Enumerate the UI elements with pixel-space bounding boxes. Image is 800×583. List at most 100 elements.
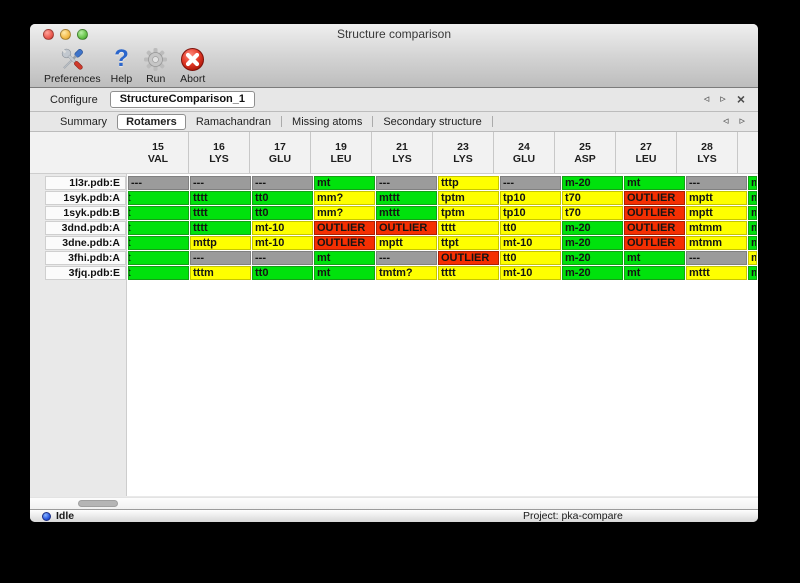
scrollbar-thumb[interactable] bbox=[78, 500, 118, 507]
table-cell[interactable]: tttt bbox=[438, 221, 499, 235]
table-cell[interactable]: tptm bbox=[438, 191, 499, 205]
table-cell[interactable]: --- bbox=[500, 176, 561, 190]
column-header[interactable]: 24 GLU bbox=[494, 132, 555, 173]
table-cell-partial[interactable]: m bbox=[748, 206, 757, 220]
table-cell[interactable]: t bbox=[128, 266, 189, 280]
tab-summary[interactable]: Summary bbox=[60, 115, 108, 128]
row-label[interactable]: 1syk.pdb:A bbox=[45, 191, 126, 205]
row-label[interactable]: 1syk.pdb:B bbox=[45, 206, 126, 220]
column-header[interactable]: 28 LYS bbox=[677, 132, 738, 173]
table-cell[interactable]: mt bbox=[624, 266, 685, 280]
table-cell[interactable]: mt bbox=[314, 251, 375, 265]
table-cell[interactable]: t bbox=[128, 236, 189, 250]
table-cell[interactable]: mt bbox=[314, 266, 375, 280]
table-cell[interactable]: tttt bbox=[438, 266, 499, 280]
table-cell-partial[interactable]: m bbox=[748, 221, 757, 235]
preferences-button[interactable]: Preferences bbox=[44, 45, 101, 85]
column-header[interactable]: 15 VAL bbox=[128, 132, 189, 173]
help-button[interactable]: ? Help bbox=[111, 45, 133, 86]
table-cell[interactable]: tttm bbox=[190, 266, 251, 280]
table-cell[interactable]: --- bbox=[128, 176, 189, 190]
table-cell[interactable]: OUTLIER bbox=[624, 206, 685, 220]
table-cell[interactable]: m-20 bbox=[562, 236, 623, 250]
table-cell[interactable]: OUTLIER bbox=[624, 236, 685, 250]
table-cell[interactable]: mttp bbox=[190, 236, 251, 250]
close-window-button[interactable] bbox=[43, 29, 54, 40]
table-cell[interactable]: --- bbox=[376, 251, 437, 265]
table-cell[interactable]: tt0 bbox=[252, 191, 313, 205]
table-cell[interactable]: --- bbox=[252, 251, 313, 265]
table-cell[interactable]: tttt bbox=[190, 191, 251, 205]
table-cell[interactable]: tmtm? bbox=[376, 266, 437, 280]
table-cell[interactable]: ttpt bbox=[438, 236, 499, 250]
table-cell[interactable]: mttt bbox=[376, 206, 437, 220]
table-cell[interactable]: tttt bbox=[190, 221, 251, 235]
row-label[interactable]: 3fhi.pdb:A bbox=[45, 251, 126, 265]
column-header[interactable]: 27 LEU bbox=[616, 132, 677, 173]
table-cell[interactable]: --- bbox=[376, 176, 437, 190]
table-cell[interactable]: mptt bbox=[376, 236, 437, 250]
column-header[interactable]: 25 ASP bbox=[555, 132, 616, 173]
table-cell[interactable]: mttt bbox=[376, 191, 437, 205]
column-header[interactable]: 16 LYS bbox=[189, 132, 250, 173]
table-cell[interactable]: t bbox=[128, 221, 189, 235]
table-cell[interactable]: mt bbox=[624, 251, 685, 265]
abort-button[interactable]: Abort bbox=[179, 45, 206, 85]
table-cell[interactable]: mm? bbox=[314, 206, 375, 220]
table-cell[interactable]: --- bbox=[252, 176, 313, 190]
close-configuration-icon[interactable]: × bbox=[736, 91, 745, 107]
table-cell[interactable]: --- bbox=[190, 176, 251, 190]
table-cell[interactable]: t70 bbox=[562, 206, 623, 220]
table-cell-partial[interactable]: m bbox=[748, 236, 757, 250]
table-cell[interactable]: mptt bbox=[686, 206, 747, 220]
table-cell[interactable]: mttt bbox=[686, 266, 747, 280]
horizontal-scrollbar[interactable] bbox=[30, 497, 758, 509]
table-cell[interactable]: mt-10 bbox=[252, 221, 313, 235]
table-cell[interactable]: tt0 bbox=[500, 221, 561, 235]
table-cell[interactable]: tt0 bbox=[252, 206, 313, 220]
table-cell[interactable]: m-20 bbox=[562, 176, 623, 190]
column-header[interactable]: 21 LYS bbox=[372, 132, 433, 173]
row-label[interactable]: 3dnd.pdb:A bbox=[45, 221, 126, 235]
next-configuration-icon[interactable]: ▹ bbox=[720, 93, 726, 105]
zoom-window-button[interactable] bbox=[77, 29, 88, 40]
table-cell-partial[interactable]: m bbox=[748, 266, 757, 280]
table-cell[interactable]: m-20 bbox=[562, 266, 623, 280]
table-cell[interactable]: tttt bbox=[190, 206, 251, 220]
minimize-window-button[interactable] bbox=[60, 29, 71, 40]
table-cell[interactable]: tttp bbox=[438, 176, 499, 190]
table-cell[interactable]: mtmm bbox=[686, 221, 747, 235]
table-cell[interactable]: --- bbox=[190, 251, 251, 265]
table-cell[interactable]: mt bbox=[624, 176, 685, 190]
column-header[interactable]: 19 LEU bbox=[311, 132, 372, 173]
table-cell[interactable]: tp10 bbox=[500, 206, 561, 220]
column-header[interactable]: 23 LYS bbox=[433, 132, 494, 173]
table-cell[interactable]: t bbox=[128, 206, 189, 220]
table-cell[interactable]: tt0 bbox=[500, 251, 561, 265]
tab-rotamers[interactable]: Rotamers bbox=[117, 113, 186, 130]
table-cell[interactable]: OUTLIER bbox=[624, 191, 685, 205]
table-cell[interactable]: tp10 bbox=[500, 191, 561, 205]
next-tab-icon[interactable]: ▹ bbox=[739, 115, 745, 127]
table-cell[interactable]: t bbox=[128, 191, 189, 205]
table-cell[interactable]: mm? bbox=[314, 191, 375, 205]
table-cell[interactable]: OUTLIER bbox=[314, 221, 375, 235]
table-cell-partial[interactable]: m bbox=[748, 251, 757, 265]
table-cell[interactable]: --- bbox=[686, 176, 747, 190]
table-cell[interactable]: m-20 bbox=[562, 221, 623, 235]
run-button[interactable]: Run bbox=[142, 45, 169, 85]
row-label[interactable]: 1l3r.pdb:E bbox=[45, 176, 126, 190]
table-cell[interactable]: mt bbox=[314, 176, 375, 190]
configuration-tab[interactable]: StructureComparison_1 bbox=[109, 91, 256, 108]
table-cell[interactable]: mptt bbox=[686, 191, 747, 205]
column-header[interactable]: 17 GLU bbox=[250, 132, 311, 173]
table-cell-partial[interactable]: m bbox=[748, 191, 757, 205]
title-bar[interactable]: Structure comparison bbox=[30, 24, 758, 45]
table-cell[interactable]: m-20 bbox=[562, 251, 623, 265]
prev-tab-icon[interactable]: ◃ bbox=[722, 115, 729, 127]
table-cell[interactable]: OUTLIER bbox=[376, 221, 437, 235]
prev-configuration-icon[interactable]: ◃ bbox=[703, 93, 710, 105]
table-cell[interactable]: mtmm bbox=[686, 236, 747, 250]
table-cell[interactable]: --- bbox=[686, 251, 747, 265]
table-cell[interactable]: OUTLIER bbox=[624, 221, 685, 235]
